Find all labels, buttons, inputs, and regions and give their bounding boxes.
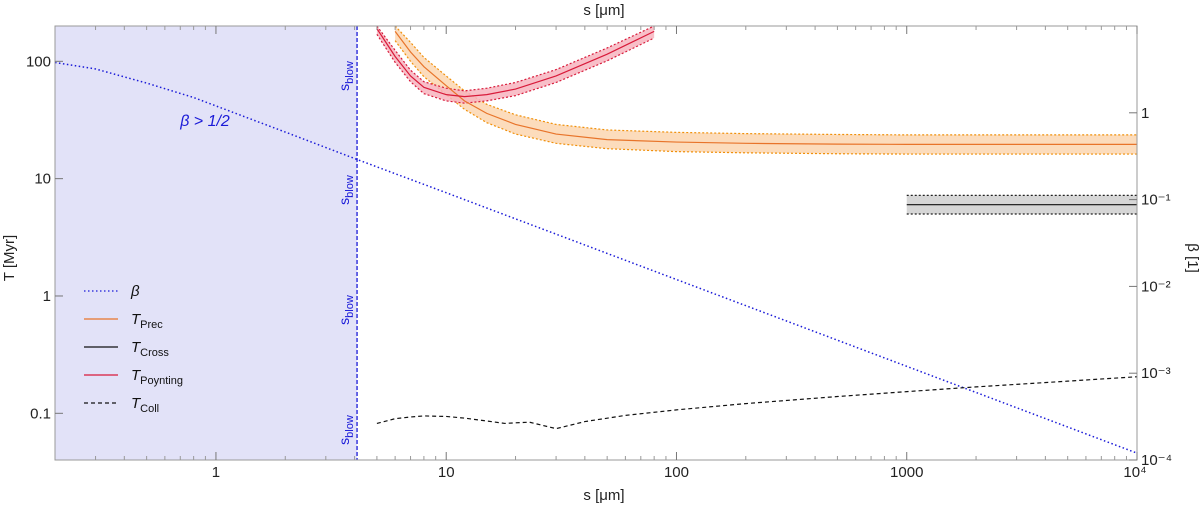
x-tick-label: 10⁴ <box>1123 464 1146 481</box>
x-tick-label: 100 <box>664 464 689 481</box>
legend-label: TPoynting <box>131 367 183 387</box>
y-left-tick-label: 0.1 <box>30 405 51 422</box>
y-right-tick-label: 1 <box>1141 105 1149 122</box>
band-lower-t-prec <box>394 40 1137 155</box>
legend-label: TCross <box>131 339 169 359</box>
legend-label: TPrec <box>131 311 163 331</box>
blowout-line-labels: sblow sblow sblow sblow <box>336 61 356 445</box>
x-tick-label: 1 <box>212 464 220 481</box>
series-lines <box>54 28 1138 454</box>
band-lower-t-poynting <box>376 33 655 104</box>
axis-ticks: 1 10 100 1000 10⁴ 0.1 1 10 100 1 10⁻¹ 10⁻² 10⁻³ 10⁻⁴ <box>26 26 1172 481</box>
sblow-label: sblow <box>336 415 356 445</box>
series-bands <box>376 25 1137 215</box>
series-line-β <box>54 61 1138 454</box>
x-tick-label: 1000 <box>890 464 923 481</box>
band-t-poynting <box>376 26 655 104</box>
y-axis-title-right: β [1] <box>1184 243 1200 272</box>
legend: β TPrec TCross TPoynting TColl <box>84 283 183 415</box>
series-line-t-poynting <box>376 28 655 98</box>
sblow-label: sblow <box>336 175 356 205</box>
x-tick-label: 10 <box>438 464 455 481</box>
series-line-t-prec <box>394 31 1137 145</box>
plot-frame <box>54 25 1138 461</box>
x-axis-title-top: s [μm] <box>583 2 624 19</box>
y-right-tick-label: 10⁻³ <box>1141 365 1171 382</box>
sblow-label: sblow <box>336 295 356 325</box>
y-right-tick-label: 10⁻⁴ <box>1141 452 1172 469</box>
legend-label: TColl <box>131 395 159 415</box>
sblow-label: sblow <box>336 61 356 91</box>
y-left-tick-label: 10 <box>34 171 51 188</box>
legend-label: β <box>130 283 140 300</box>
y-left-tick-label: 1 <box>43 288 51 305</box>
x-axis-title-bottom: s [μm] <box>583 487 624 504</box>
blowout-region-label: β > 1/2 <box>179 113 230 130</box>
series-line-t-coll <box>376 376 1138 430</box>
y-left-tick-label: 100 <box>26 53 51 70</box>
band-upper-t-prec <box>394 25 1137 136</box>
band-t-prec <box>395 26 1137 155</box>
y-right-tick-label: 10⁻² <box>1141 278 1171 295</box>
y-right-tick-label: 10⁻¹ <box>1141 192 1171 209</box>
y-axis-title-left: T [Myr] <box>1 235 18 281</box>
blowout-region <box>55 26 358 460</box>
